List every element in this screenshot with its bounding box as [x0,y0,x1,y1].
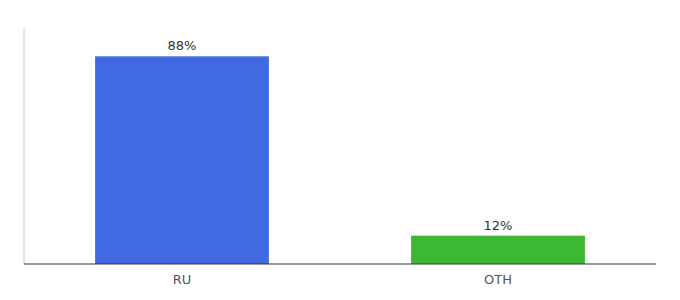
x-tick-label: RU [173,272,192,287]
data-label: 12% [484,218,513,233]
chart-container: RU OTH 88% 12% [0,0,680,300]
y-axis-line [24,28,25,264]
bar [411,236,585,264]
x-tick-label: OTH [484,272,512,287]
bars [95,56,585,264]
x-axis-line [24,263,656,264]
bar [95,56,269,264]
data-labels: 88% 12% [168,38,513,232]
x-tick-labels: RU OTH [173,272,512,287]
data-label: 88% [168,38,197,53]
chart-svg: RU OTH 88% 12% [0,0,680,300]
